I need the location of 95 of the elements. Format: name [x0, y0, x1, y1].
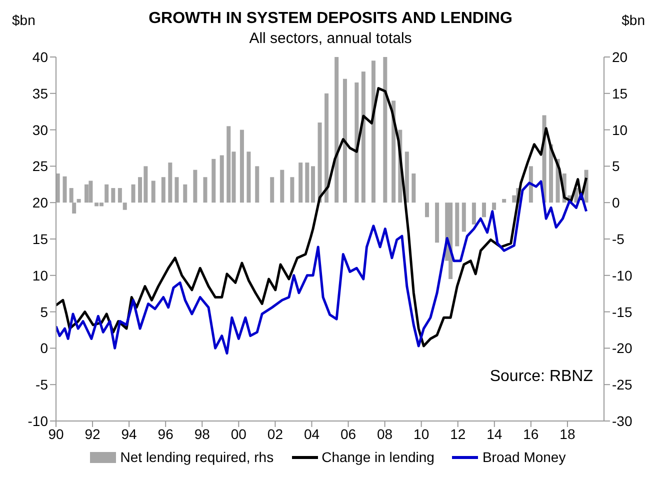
legend-label: Change in lending: [322, 449, 434, 465]
legend-label: Net lending required, rhs: [120, 449, 274, 465]
bar: [246, 152, 251, 203]
bar: [212, 158, 216, 203]
bar: [84, 184, 89, 203]
legend-label: Broad Money: [482, 449, 566, 465]
x-tick-label: 08: [377, 426, 393, 442]
bar: [318, 122, 322, 203]
bar: [220, 155, 224, 203]
bar: [502, 198, 506, 203]
bar: [270, 177, 274, 203]
y-tick-label: 20: [32, 194, 48, 211]
y-tick-label: -5: [36, 376, 48, 393]
bar: [56, 173, 60, 203]
bar: [492, 202, 496, 210]
y-axis-title: $bn: [12, 12, 36, 28]
y2-tick-label: -30: [612, 412, 632, 429]
y2-tick-label: -15: [612, 304, 632, 320]
bar: [62, 176, 67, 203]
bar: [549, 144, 554, 203]
y2-axis-title: $bn: [622, 12, 645, 28]
bar: [298, 162, 303, 203]
x-tick-label: 06: [340, 426, 356, 442]
x-tick-label: 14: [486, 426, 502, 442]
bar: [455, 202, 460, 246]
x-tick-label: 98: [194, 426, 210, 442]
bar: [240, 130, 244, 203]
bar: [311, 166, 316, 203]
bar: [404, 152, 409, 203]
bar: [462, 202, 466, 232]
bar: [412, 173, 416, 203]
x-tick-label: 92: [84, 426, 101, 442]
bar: [111, 188, 116, 203]
y2-tick-label: -5: [612, 230, 625, 247]
x-tick-label: 90: [48, 426, 64, 442]
bar: [203, 177, 208, 203]
bar: [334, 57, 339, 203]
bar: [324, 93, 329, 203]
bar: [424, 202, 429, 218]
bar: [131, 184, 136, 203]
y2-tick-label: 0: [612, 194, 620, 211]
x-tick-label: 00: [230, 426, 247, 442]
y-tick-label: 15: [32, 230, 48, 247]
y-tick-label: 0: [40, 340, 48, 356]
bar: [168, 162, 172, 203]
y2-tick-label: 10: [612, 122, 628, 138]
bar: [122, 202, 127, 210]
bar: [383, 57, 388, 203]
bar: [435, 202, 440, 243]
x-tick-label: 12: [450, 426, 466, 442]
y-tick-label: 40: [32, 48, 48, 65]
x-tick-label: 16: [523, 426, 539, 442]
annotation: Source: RBNZ: [490, 368, 593, 386]
y-tick-label: -10: [28, 412, 48, 429]
y2-tick-label: -10: [612, 267, 632, 284]
y2-tick-label: -25: [612, 376, 632, 393]
bar: [482, 202, 486, 218]
y2-tick-label: 20: [612, 48, 628, 65]
y-tick-label: 30: [32, 122, 48, 138]
bar: [76, 198, 81, 203]
bar: [255, 166, 260, 203]
y-tick-label: 10: [32, 267, 48, 284]
y-tick-label: 5: [40, 304, 48, 320]
bar: [371, 60, 376, 203]
bar: [472, 202, 476, 224]
bar: [104, 184, 109, 203]
bar: [174, 177, 179, 203]
y2-tick-label: 15: [612, 85, 628, 102]
x-tick-label: 04: [304, 426, 320, 442]
x-tick-label: 94: [121, 426, 138, 442]
bar: [118, 188, 122, 203]
bar: [193, 170, 198, 203]
bar: [290, 177, 294, 203]
bar: [151, 180, 156, 203]
line-series: [56, 180, 588, 355]
bar: [88, 180, 93, 203]
y2-tick-label: 5: [612, 158, 620, 174]
y-tick-label: 35: [32, 85, 48, 102]
y2-tick-label: -20: [612, 340, 632, 356]
bar: [528, 166, 533, 203]
y-tick-label: 25: [32, 158, 48, 174]
bar: [161, 177, 166, 203]
x-tick-label: 96: [158, 426, 174, 442]
x-tick-label: 02: [267, 426, 284, 442]
chart-subtitle: All sectors, annual totals: [248, 30, 413, 47]
bar: [342, 78, 347, 203]
bar: [361, 72, 366, 203]
bar: [280, 170, 284, 203]
bar: [354, 82, 359, 203]
bar: [183, 184, 188, 203]
bar: [305, 162, 310, 203]
x-tick-label: 18: [560, 426, 576, 442]
line-series: [56, 87, 588, 348]
x-tick-label: 10: [414, 426, 430, 442]
chart-title: GROWTH IN SYSTEM DEPOSITS AND LENDING: [148, 10, 512, 27]
